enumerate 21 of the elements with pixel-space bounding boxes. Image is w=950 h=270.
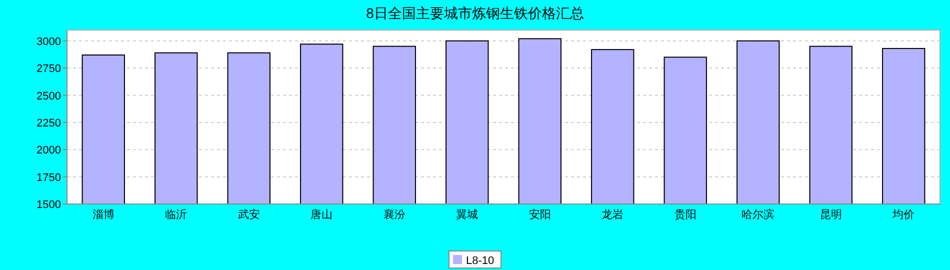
y-tick-label: 1750 — [36, 172, 61, 184]
x-tick-label: 安阳 — [528, 208, 551, 221]
x-tick-label: 昆明 — [820, 209, 842, 221]
y-tick-label: 3000 — [36, 36, 61, 48]
x-tick-label: 襄汾 — [383, 208, 406, 221]
x-tick-label: 淄博 — [92, 208, 114, 221]
y-tick-label: 2000 — [36, 144, 61, 157]
y-tick-label: 2250 — [36, 117, 61, 130]
x-tick-label: 哈尔滨 — [742, 208, 775, 221]
x-tick-label: 翼城 — [456, 208, 478, 221]
x-tick-label: 临沂 — [165, 208, 188, 221]
x-tick-label: 唐山 — [310, 208, 333, 221]
y-tick-label: 2750 — [36, 63, 61, 76]
x-tick-label: 贵阳 — [674, 208, 696, 221]
x-tick-label: 武安 — [238, 208, 260, 221]
y-tick-label: 1500 — [36, 199, 61, 211]
legend: L8-10 — [448, 250, 502, 268]
x-tick-label: 龙岩 — [602, 208, 624, 221]
y-tick-label: 2500 — [36, 90, 61, 102]
chart-title: 8日全国主要城市炼钢生铁价格汇总 — [366, 5, 584, 21]
x-tick-label: 均价 — [892, 209, 915, 221]
